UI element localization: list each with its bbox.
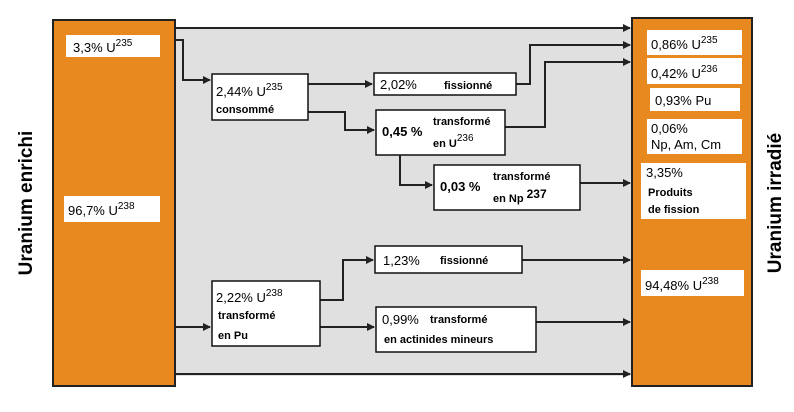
arrows bbox=[175, 24, 631, 378]
text: en Np bbox=[493, 193, 524, 205]
sup: 238 bbox=[702, 276, 719, 287]
text: 0,42% U bbox=[651, 66, 701, 81]
text: 2,22% U bbox=[216, 290, 266, 305]
box bbox=[374, 245, 523, 274]
steps: 2,44% U235 consommé 2,02% fissionné 0,45… bbox=[211, 72, 581, 353]
step: 1,23% bbox=[383, 253, 420, 268]
text: 0,86% U bbox=[651, 37, 701, 52]
output: Np, Am, Cm bbox=[651, 137, 721, 152]
inputs: 3,3% U235 96,7% U238 bbox=[64, 35, 160, 222]
right-label: Uranium irradié bbox=[765, 133, 786, 273]
box bbox=[650, 88, 740, 111]
sup: 238 bbox=[266, 288, 283, 299]
step: 0,99% bbox=[382, 312, 419, 327]
step: 0,45 % bbox=[382, 124, 423, 139]
note: en actinides mineurs bbox=[384, 334, 493, 346]
sup: 238 bbox=[118, 201, 135, 212]
note: consommé bbox=[216, 104, 274, 116]
note: fissionné bbox=[440, 255, 488, 267]
sup: 236 bbox=[701, 64, 718, 75]
note: transformé bbox=[218, 310, 275, 322]
input: 96,7% U238 bbox=[68, 201, 135, 218]
note: en U236 bbox=[433, 133, 474, 150]
box bbox=[433, 164, 581, 211]
box bbox=[211, 280, 321, 347]
box bbox=[647, 58, 742, 84]
outputs: 0,86% U235 0,42% U236 0,93% Pu 0,06% Np,… bbox=[641, 30, 746, 296]
left-label: Uranium enrichi bbox=[16, 131, 37, 276]
box bbox=[641, 270, 744, 296]
output: 3,35% bbox=[646, 165, 683, 180]
box bbox=[375, 109, 506, 156]
output: 0,86% U235 bbox=[651, 35, 718, 52]
box bbox=[375, 306, 537, 353]
step: 2,22% U238 bbox=[216, 288, 283, 305]
output: Produits bbox=[648, 187, 693, 199]
text: 3,3% U bbox=[73, 40, 116, 55]
box bbox=[66, 35, 160, 57]
box bbox=[373, 72, 517, 96]
step: 2,02% bbox=[380, 77, 417, 92]
text: 96,7% U bbox=[68, 203, 118, 218]
box bbox=[647, 30, 742, 55]
sup: 235 bbox=[701, 35, 718, 46]
box bbox=[641, 163, 746, 219]
step: 2,44% U235 bbox=[216, 82, 283, 99]
output: 0,93% Pu bbox=[655, 93, 711, 108]
output: 94,48% U238 bbox=[645, 276, 719, 293]
note: en Np 237 bbox=[493, 187, 547, 205]
note: transformé bbox=[430, 314, 487, 326]
sup: 237 bbox=[527, 187, 547, 201]
text: en U bbox=[433, 138, 457, 150]
output: 0,42% U236 bbox=[651, 64, 718, 81]
input: 3,3% U235 bbox=[73, 38, 133, 55]
step: 0,03 % bbox=[440, 179, 481, 194]
note: transformé bbox=[493, 171, 550, 183]
text: 2,44% U bbox=[216, 84, 266, 99]
box bbox=[64, 196, 160, 222]
box bbox=[211, 73, 309, 121]
sup: 235 bbox=[266, 82, 283, 93]
output: 0,06% bbox=[651, 121, 688, 136]
sup: 235 bbox=[116, 38, 133, 49]
note: fissionné bbox=[444, 80, 492, 92]
output: de fission bbox=[648, 204, 700, 216]
sup: 236 bbox=[457, 133, 474, 144]
note: transformé bbox=[433, 116, 490, 128]
box bbox=[647, 119, 742, 154]
text: 94,48% U bbox=[645, 278, 702, 293]
note: en Pu bbox=[218, 330, 248, 342]
